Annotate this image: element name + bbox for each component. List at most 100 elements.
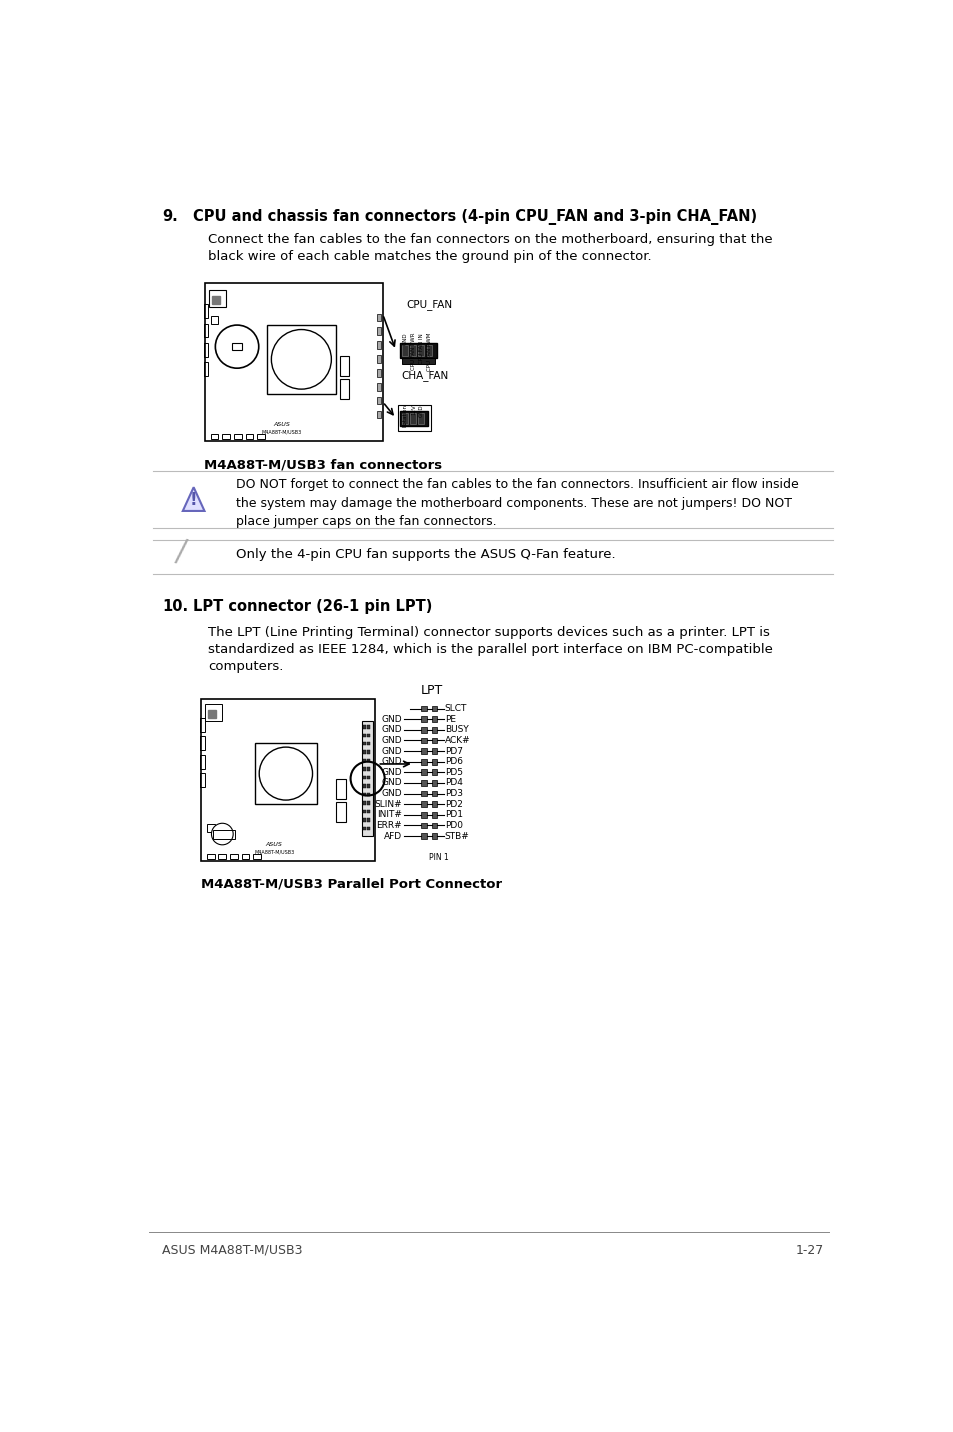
Bar — [362, 776, 366, 779]
Text: GND: GND — [402, 332, 408, 345]
Text: 10.: 10. — [162, 599, 188, 614]
Text: CPU and chassis fan connectors (4-pin CPU_FAN and 3-pin CHA_FAN): CPU and chassis fan connectors (4-pin CP… — [193, 209, 757, 225]
Bar — [420, 716, 426, 722]
Text: M4A88T-M/USB3 fan connectors: M4A88T-M/USB3 fan connectors — [204, 458, 442, 471]
Text: standardized as IEEE 1284, which is the parallel port interface on IBM PC-compat: standardized as IEEE 1284, which is the … — [208, 643, 773, 656]
Bar — [362, 768, 366, 770]
Bar — [420, 812, 426, 818]
Bar — [431, 802, 436, 808]
Circle shape — [215, 325, 258, 368]
Bar — [410, 345, 416, 357]
Bar — [420, 822, 426, 828]
Bar — [340, 357, 349, 375]
Text: PD5: PD5 — [444, 768, 462, 776]
Text: CPU FAN IN: CPU FAN IN — [418, 332, 424, 364]
Bar — [367, 776, 370, 779]
Bar — [245, 434, 253, 440]
Bar — [230, 853, 237, 859]
Text: PD6: PD6 — [444, 758, 462, 766]
Bar — [367, 793, 370, 796]
Text: PD4: PD4 — [444, 779, 462, 788]
Bar — [362, 750, 366, 755]
Text: PD2: PD2 — [444, 799, 462, 809]
Text: DO NOT forget to connect the fan cables to the fan connectors. Insufficient air : DO NOT forget to connect the fan cables … — [235, 478, 798, 528]
Bar — [362, 826, 366, 831]
Bar — [362, 742, 366, 746]
Bar — [376, 411, 381, 418]
Text: 9.: 9. — [162, 209, 177, 223]
Bar — [431, 759, 436, 765]
Text: GND: GND — [381, 725, 402, 735]
Bar — [376, 355, 381, 362]
Bar — [367, 768, 370, 770]
Bar — [233, 434, 241, 440]
Bar — [199, 755, 204, 769]
Bar — [208, 710, 216, 717]
Bar — [362, 759, 366, 762]
Text: GND: GND — [381, 768, 402, 776]
Bar — [257, 434, 265, 440]
Text: GND: GND — [381, 746, 402, 756]
Text: ASUS: ASUS — [266, 842, 282, 846]
Text: SLIN#: SLIN# — [375, 799, 402, 809]
Bar — [362, 793, 366, 796]
Bar — [431, 727, 436, 733]
Bar — [367, 826, 370, 831]
Text: PIN 1: PIN 1 — [428, 853, 448, 862]
Bar — [431, 769, 436, 775]
Bar — [367, 818, 370, 822]
Text: GND: GND — [381, 736, 402, 745]
Bar — [426, 345, 432, 357]
Bar — [211, 316, 218, 324]
Bar — [254, 743, 316, 805]
Text: M4A88T-M/USB3 Parallel Port Connector: M4A88T-M/USB3 Parallel Port Connector — [200, 878, 501, 891]
Bar — [199, 773, 204, 788]
Bar — [367, 725, 370, 729]
Circle shape — [271, 329, 331, 390]
Text: 1-27: 1-27 — [795, 1243, 822, 1257]
Bar — [420, 748, 426, 755]
Bar — [399, 411, 427, 425]
Bar — [335, 779, 345, 799]
Text: M4A88T-M/USB3: M4A88T-M/USB3 — [262, 430, 302, 434]
Text: ERR#: ERR# — [376, 821, 402, 831]
Bar — [431, 833, 436, 839]
Bar — [397, 405, 431, 431]
Bar — [431, 780, 436, 786]
Bar — [199, 736, 204, 750]
Bar — [402, 412, 408, 424]
Bar — [209, 289, 226, 306]
Bar — [218, 853, 226, 859]
Bar — [204, 324, 208, 338]
Bar — [204, 362, 208, 375]
Text: 12V: 12V — [411, 404, 416, 415]
Bar — [402, 345, 408, 357]
Bar — [420, 780, 426, 786]
Bar — [204, 304, 208, 318]
Bar — [376, 328, 381, 335]
Text: computers.: computers. — [208, 660, 283, 673]
Bar — [362, 725, 366, 729]
Text: CPU_FAN: CPU_FAN — [406, 299, 452, 309]
Text: INIT#: INIT# — [376, 811, 402, 819]
Text: PD7: PD7 — [444, 746, 462, 756]
Bar — [362, 802, 366, 805]
Bar — [362, 785, 366, 788]
Bar — [410, 412, 416, 424]
Text: PD1: PD1 — [444, 811, 462, 819]
Bar — [207, 853, 214, 859]
Text: LPT connector (26-1 pin LPT): LPT connector (26-1 pin LPT) — [193, 599, 432, 614]
Text: STB#: STB# — [444, 832, 469, 841]
Bar — [431, 748, 436, 755]
Text: LPT: LPT — [420, 684, 442, 697]
Bar — [211, 434, 218, 440]
Text: Connect the fan cables to the fan connectors on the motherboard, ensuring that t: Connect the fan cables to the fan connec… — [208, 233, 772, 246]
Bar — [376, 341, 381, 349]
Text: ACK#: ACK# — [444, 736, 470, 745]
Text: GND: GND — [381, 758, 402, 766]
Bar — [204, 284, 382, 441]
Text: GND: GND — [418, 404, 424, 417]
Bar — [420, 759, 426, 765]
Bar — [420, 706, 426, 712]
Bar — [420, 833, 426, 839]
